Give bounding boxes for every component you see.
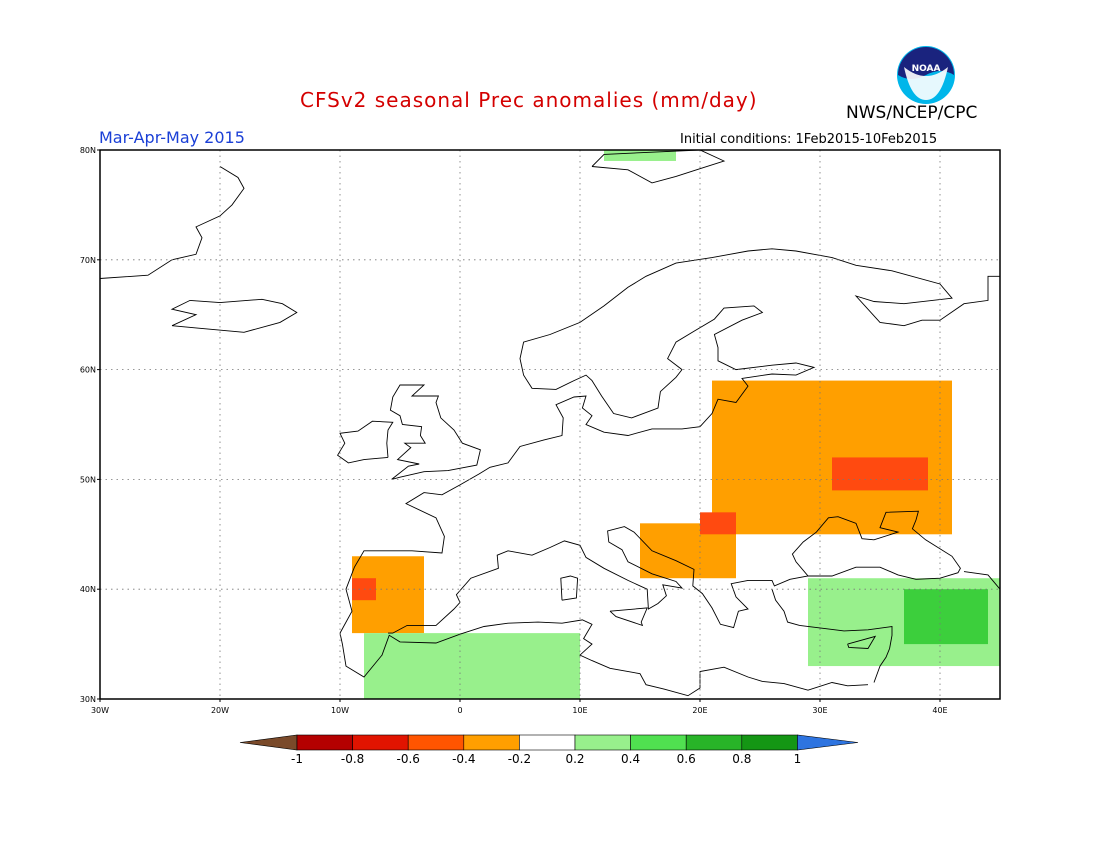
- colorbar-labels: -1 -0.8 -0.6 -0.4 -0.2 0.2 0.4 0.6 0.8 1: [291, 752, 801, 766]
- longitude-label: 10E: [572, 706, 587, 715]
- colorbar-label: -0.8: [341, 752, 364, 766]
- initial-conditions-label: Initial conditions: 1Feb2015-10Feb2015: [680, 132, 938, 147]
- colorbar-arrow-high: [797, 734, 859, 751]
- coastline: [609, 607, 648, 627]
- colorbar-segment: [296, 734, 353, 751]
- agency-label: NWS/NCEP/CPC: [846, 103, 978, 123]
- latitude-label: 30N: [80, 695, 96, 704]
- longitude-label: 30E: [812, 706, 827, 715]
- latitude-labels: 80N 70N 60N 50N 40N 30N: [80, 146, 100, 704]
- colorbar-segment: [630, 734, 687, 751]
- colorbar-arrow-low: [239, 734, 298, 751]
- colorbar-segment: [407, 734, 465, 751]
- anomaly-region: [604, 150, 676, 161]
- colorbar: [239, 734, 859, 751]
- colorbar-segment: [685, 734, 743, 751]
- coastline: [170, 298, 298, 333]
- coastline: [560, 575, 579, 601]
- anomaly-region: [364, 633, 580, 699]
- coastline: [337, 420, 394, 464]
- longitude-label: 40E: [932, 706, 947, 715]
- latitude-label: 60N: [80, 366, 96, 375]
- coastline: [771, 589, 893, 683]
- longitude-label: 20E: [692, 706, 707, 715]
- anomaly-region: [832, 457, 928, 491]
- colorbar-label: 0.8: [732, 752, 751, 766]
- anomaly-region: [700, 512, 736, 535]
- anomaly-fills: [352, 150, 1000, 699]
- coastline: [339, 248, 1000, 634]
- latitude-label: 80N: [80, 146, 96, 155]
- colorbar-label: 0.4: [621, 752, 640, 766]
- latitude-label: 70N: [80, 256, 96, 265]
- logo-text: NOAA: [912, 64, 941, 74]
- noaa-logo: NOAA: [897, 46, 955, 104]
- latitude-label: 40N: [80, 585, 96, 594]
- colorbar-label: 0.6: [677, 752, 696, 766]
- coastline: [389, 384, 481, 480]
- coastline: [339, 619, 869, 697]
- colorbar-segment: [463, 734, 520, 751]
- longitude-label: 20W: [211, 706, 229, 715]
- anomaly-region: [904, 589, 988, 645]
- coastlines: [99, 149, 1001, 697]
- coastline: [591, 149, 726, 184]
- longitude-label: 30W: [91, 706, 109, 715]
- coastline: [963, 571, 1001, 590]
- colorbar-segment: [519, 734, 576, 751]
- colorbar-label: -0.2: [508, 752, 531, 766]
- colorbar-label: -0.4: [452, 752, 475, 766]
- colorbar-segment: [352, 734, 409, 751]
- coastline: [847, 635, 877, 649]
- longitude-label: 0: [457, 706, 462, 715]
- latitude-label: 50N: [80, 475, 96, 484]
- gridlines: [100, 150, 1000, 699]
- map-title: CFSv2 seasonal Prec anomalies (mm/day): [300, 88, 758, 112]
- longitude-labels: 30W 20W 10W 0 10E 20E 30E 40E: [91, 699, 948, 715]
- colorbar-segment: [741, 734, 798, 751]
- longitude-label: 10W: [331, 706, 349, 715]
- season-label: Mar-Apr-May 2015: [99, 128, 245, 147]
- map-frame: [99, 149, 1001, 700]
- colorbar-label: 0.2: [565, 752, 584, 766]
- colorbar-segment: [574, 734, 631, 751]
- colorbar-label: -1: [291, 752, 303, 766]
- colorbar-label: 1: [794, 752, 802, 766]
- coastline: [99, 166, 245, 279]
- coastline: [388, 510, 961, 634]
- colorbar-label: -0.6: [396, 752, 419, 766]
